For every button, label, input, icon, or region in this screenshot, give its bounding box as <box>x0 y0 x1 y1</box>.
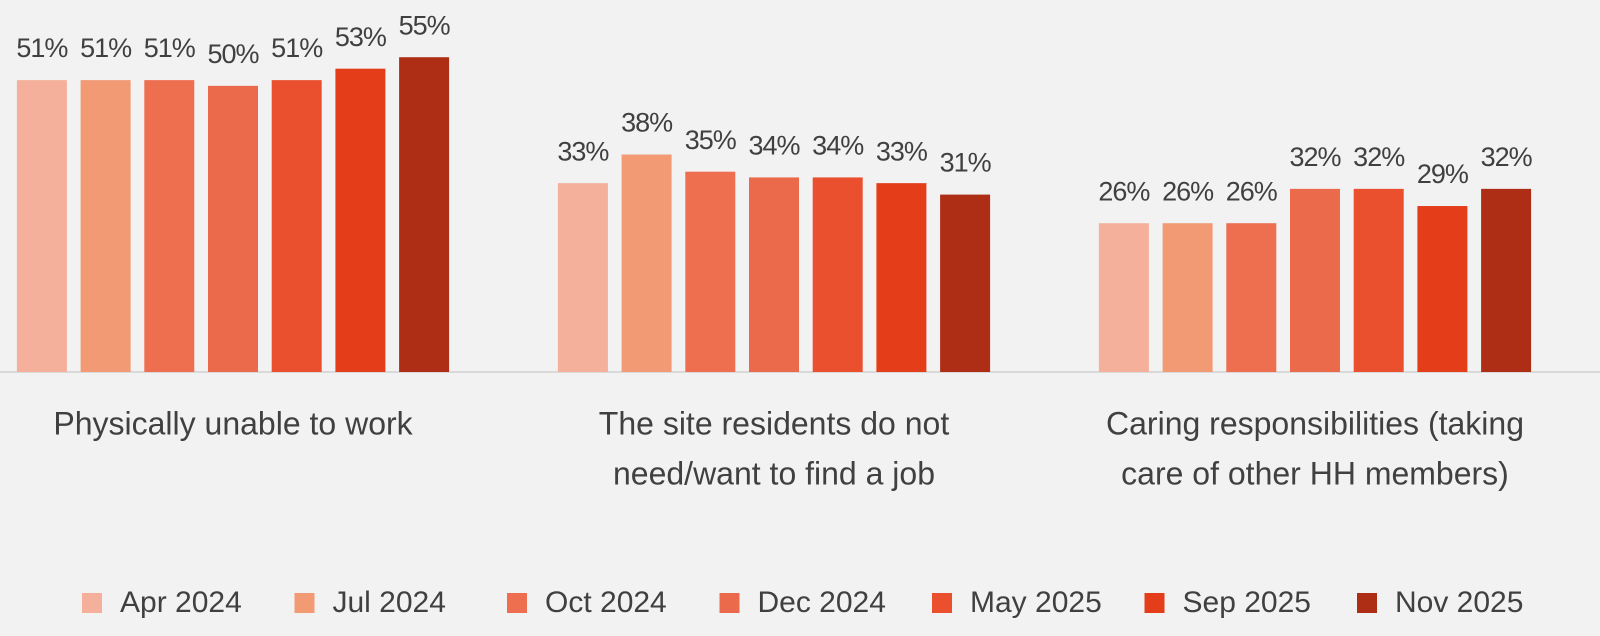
data-label: 51% <box>16 33 68 63</box>
bar <box>1226 223 1277 372</box>
bar <box>1417 206 1468 372</box>
data-label: 32% <box>1289 142 1341 172</box>
legend-swatch <box>932 593 952 613</box>
data-label: 51% <box>271 33 323 63</box>
data-label: 32% <box>1353 142 1405 172</box>
data-label: 29% <box>1417 159 1469 189</box>
legend-swatch <box>719 593 740 613</box>
legend-label: Sep 2025 <box>1183 586 1311 619</box>
data-label: 31% <box>940 148 992 178</box>
data-label: 35% <box>685 125 737 155</box>
bar <box>1098 223 1149 372</box>
bar <box>621 154 672 372</box>
bar <box>271 80 322 372</box>
bar <box>335 68 386 372</box>
legend-label: May 2025 <box>970 586 1102 619</box>
bar <box>749 177 799 372</box>
category-label: Physically unable to work <box>53 405 413 441</box>
data-label: 34% <box>812 131 864 161</box>
bar <box>16 80 67 372</box>
legend-swatch <box>1357 593 1377 613</box>
data-label: 32% <box>1481 142 1533 172</box>
data-label: 26% <box>1162 176 1214 206</box>
data-label: 34% <box>748 131 800 161</box>
data-label: 50% <box>207 39 259 69</box>
category-label: care of other HH members) <box>1121 455 1509 491</box>
data-label: 26% <box>1226 176 1278 206</box>
bar <box>1290 188 1340 372</box>
legend-label: Jul 2024 <box>333 586 446 619</box>
legend-swatch <box>507 593 527 613</box>
bar <box>1353 188 1404 372</box>
bar <box>80 80 131 372</box>
data-label: 51% <box>144 33 196 63</box>
bar <box>208 85 258 372</box>
data-label: 33% <box>876 136 928 166</box>
bar <box>876 183 927 372</box>
bar <box>812 177 863 372</box>
bar <box>399 57 450 372</box>
data-label: 26% <box>1098 176 1150 206</box>
data-label: 51% <box>80 33 132 63</box>
legend-label: Oct 2024 <box>545 586 667 619</box>
data-label: 33% <box>557 136 609 166</box>
legend-swatch <box>1144 593 1165 613</box>
bar <box>1481 188 1532 372</box>
bar <box>1162 223 1213 372</box>
category-label: need/want to find a job <box>613 455 935 491</box>
bar <box>557 183 608 372</box>
bar <box>144 80 195 372</box>
bar <box>685 171 736 372</box>
legend-label: Dec 2024 <box>758 586 886 619</box>
legend-label: Apr 2024 <box>120 586 242 619</box>
data-label: 38% <box>621 108 673 138</box>
bar <box>940 194 991 372</box>
category-label: Caring responsibilities (taking <box>1106 405 1524 441</box>
data-label: 55% <box>399 10 451 40</box>
data-label: 53% <box>335 22 387 52</box>
legend-label: Nov 2025 <box>1395 586 1523 619</box>
category-label: The site residents do not <box>599 405 950 441</box>
legend-swatch <box>294 593 315 613</box>
legend-swatch <box>82 593 102 613</box>
